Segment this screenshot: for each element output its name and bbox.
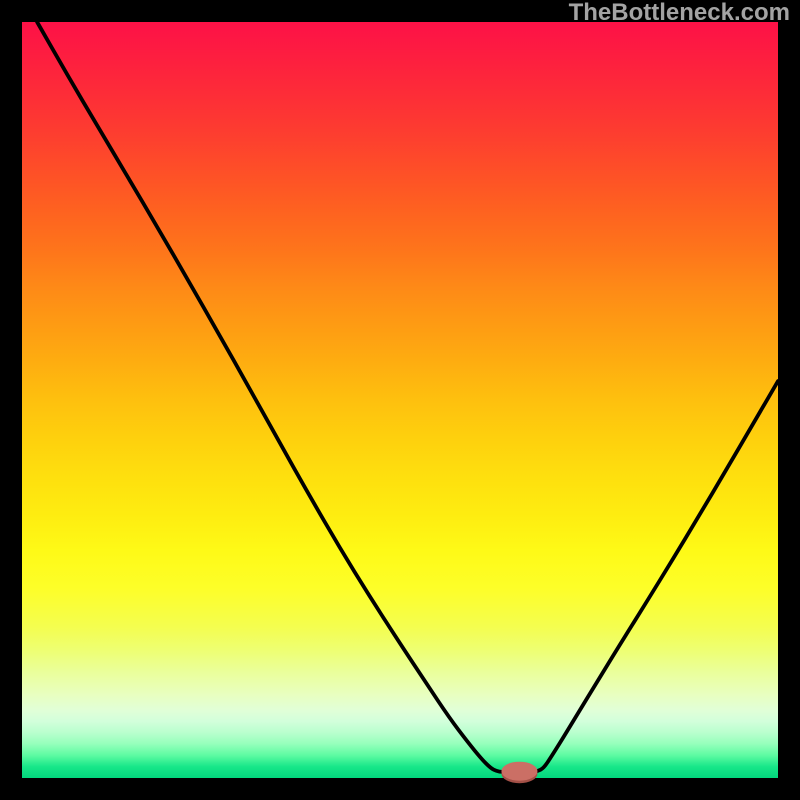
chart-frame: TheBottleneck.com (0, 0, 800, 800)
watermark-text: TheBottleneck.com (569, 0, 790, 27)
bottleneck-curve-chart (0, 0, 800, 800)
valley-marker (501, 762, 537, 781)
plot-background (22, 22, 778, 778)
